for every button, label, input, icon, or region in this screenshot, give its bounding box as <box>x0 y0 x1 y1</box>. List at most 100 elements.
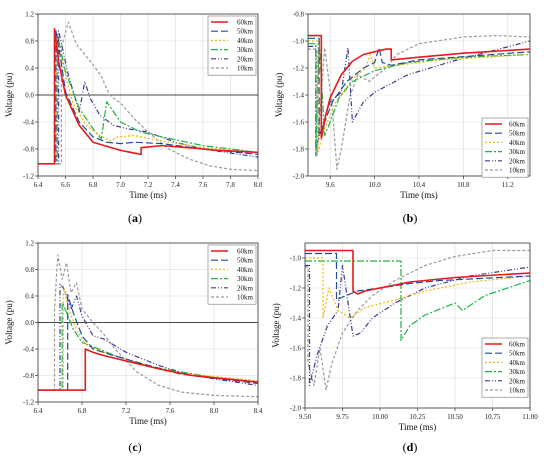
legend-label: 30km <box>509 148 526 156</box>
legend-label: 50km <box>509 130 526 138</box>
series-line-10km <box>38 21 258 172</box>
y-tick-label: 0.0 <box>25 319 34 327</box>
legend-box <box>481 337 529 398</box>
y-tick-label: -1.6 <box>293 119 305 127</box>
x-tick-label: 10.8 <box>457 181 470 189</box>
plot-frame <box>37 13 259 177</box>
chart-panel-d: 9.50 9.75 10.00 10.25 10.50 10.75 11.00 -2.0 -1.… <box>271 242 538 454</box>
x-tick-label: 7.2 <box>122 407 131 415</box>
x-tick-label: 10.50 <box>447 413 463 421</box>
series-line-40km <box>305 257 530 319</box>
y-tick-label: 0.8 <box>25 38 34 46</box>
x-tick-label: 8.0 <box>254 181 263 189</box>
y-tick-label: -0.4 <box>23 346 35 354</box>
series-line-10km <box>38 254 258 398</box>
series-line-50km <box>305 252 530 301</box>
legend-box <box>207 244 257 305</box>
legend-label: 10km <box>509 167 526 175</box>
legend-label: 30km <box>509 368 526 376</box>
series-group <box>308 34 530 170</box>
x-tick-label: 7.8 <box>226 181 235 189</box>
plot-frame <box>304 242 531 409</box>
y-tick-label: -1.2 <box>290 285 302 293</box>
x-tick-label: 7.0 <box>116 181 125 189</box>
x-tick-label: 7.2 <box>144 181 153 189</box>
series-line-50km <box>308 37 530 137</box>
x-tick-label: 7.6 <box>199 181 208 189</box>
y-tick-label: -0.8 <box>23 146 35 154</box>
x-tick-label: 6.4 <box>34 181 43 189</box>
y-tick-label: 0.0 <box>25 92 34 100</box>
series-group <box>38 254 258 398</box>
legend-label: 60km <box>237 19 254 27</box>
y-tick-label: -1.8 <box>290 375 302 383</box>
legend-label: 60km <box>509 121 526 129</box>
x-tick-label: 8.0 <box>210 407 219 415</box>
series-line-20km <box>38 30 258 165</box>
series-line-20km <box>38 283 258 391</box>
series-line-60km <box>38 348 258 391</box>
series-line-30km <box>305 260 530 342</box>
legend-label: 40km <box>509 139 526 147</box>
y-tick-label: -0.8 <box>293 11 305 19</box>
legend-label: 10km <box>237 294 254 302</box>
x-axis-label: Time (ms) <box>400 190 437 200</box>
legend-box <box>481 117 529 178</box>
series-line-30km <box>308 40 530 157</box>
legend-label: 20km <box>237 55 254 63</box>
x-tick-label: 9.6 <box>326 181 335 189</box>
x-tick-label: 10.00 <box>372 413 388 421</box>
chart-panel-c: 6.4 6.8 7.2 7.6 8.0 8.4 -1.2 -0.8 -0.4 0.0 0.4 0.8 1… <box>4 240 263 455</box>
x-tick-label: 6.6 <box>61 181 70 189</box>
y-tick-label: -2.0 <box>290 405 302 413</box>
x-tick-label: 9.50 <box>299 413 312 421</box>
y-tick-label: -1.8 <box>293 146 305 154</box>
x-axis-label: Time (ms) <box>129 190 166 200</box>
series-group <box>38 21 258 172</box>
series-line-30km <box>38 302 258 391</box>
legend-label: 40km <box>237 266 254 274</box>
y-tick-label: 0.4 <box>25 293 34 301</box>
y-tick-label: -1.2 <box>23 399 35 407</box>
series-line-40km <box>308 40 530 153</box>
x-tick-label: 10.75 <box>485 413 501 421</box>
legend-label: 60km <box>509 341 526 349</box>
x-axis-label: Time (ms) <box>129 416 166 426</box>
x-tick-label: 8.4 <box>254 407 263 415</box>
chart-panel-a: 6.4 6.6 6.8 7.0 7.2 7.4 7.6 7.8 8.0 -1.2 -0.8 -0.4 0… <box>4 11 263 226</box>
y-tick-label: 0.8 <box>25 266 34 274</box>
series-line-10km <box>308 35 530 170</box>
y-axis-label: Voltage (pu) <box>4 73 14 118</box>
chart-panel-b: 9.6 10.0 10.4 10.8 11.2 -2.0 -1.8 -1.6 -1.4 -1.2 -… <box>274 11 531 225</box>
series-group <box>305 249 530 391</box>
legend-box <box>207 15 257 76</box>
x-tick-label: 7.4 <box>171 181 180 189</box>
series-line-30km <box>38 33 258 165</box>
y-tick-label: -1.4 <box>293 92 305 100</box>
y-tick-label: -1.6 <box>290 345 302 353</box>
legend-label: 60km <box>237 248 254 256</box>
y-tick-label: -2.0 <box>293 173 305 181</box>
legend-label: 50km <box>509 350 526 358</box>
series-line-40km <box>38 285 258 391</box>
x-tick-label: 6.4 <box>34 407 43 415</box>
x-tick-label: 9.75 <box>336 413 349 421</box>
x-tick-label: 7.6 <box>166 407 175 415</box>
legend-label: 50km <box>237 28 254 36</box>
plot-frame <box>307 13 531 177</box>
y-tick-label: -0.8 <box>23 372 35 380</box>
legend-label: 20km <box>509 377 526 385</box>
y-tick-label: 0.4 <box>25 65 34 73</box>
series-line-60km <box>308 34 530 139</box>
series-line-50km <box>38 30 258 165</box>
x-tick-label: 6.8 <box>78 407 87 415</box>
panel-caption: (a) <box>128 211 142 225</box>
legend-label: 30km <box>237 275 254 283</box>
legend-label: 10km <box>237 65 254 73</box>
legend-label: 40km <box>237 37 254 45</box>
series-line-60km <box>38 28 258 165</box>
x-tick-label: 11.2 <box>502 181 514 189</box>
